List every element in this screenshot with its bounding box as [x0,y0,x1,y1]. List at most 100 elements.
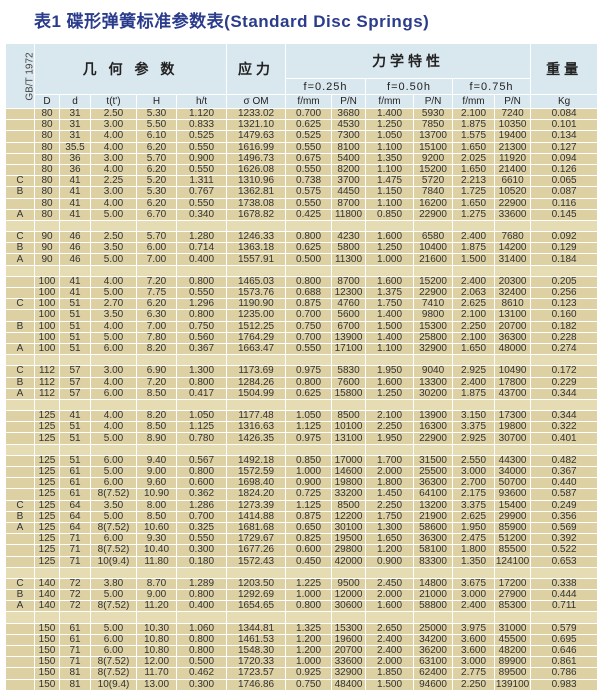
table-cell: 0.600 [285,544,333,557]
table-cell: 0.116 [530,197,599,210]
table-cell: 1273.39 [226,499,287,512]
table-cell [226,354,287,367]
table-cell: 125 [34,410,60,423]
table-cell: 1.275 [452,208,496,221]
table-cell: 14200 [494,242,532,255]
table-cell: 2.063 [452,286,496,300]
table-cell [175,354,228,367]
table-row: 100 41 5.00 7.75 0.550 1573.76 0.688 12300 1.375… [5,286,599,300]
table-cell: 0.800 [175,589,228,602]
table-cell: 6.30 [136,309,177,322]
table-cell: 1.450 [365,488,415,501]
table-cell: 1203.50 [226,577,287,591]
table-row: 150 71 6.00 10.80 0.800 1548.30 1.200 20700 2.40… [5,644,599,658]
table-cell: 140 [34,589,60,602]
table-cell: 0.550 [285,342,333,356]
table-cell: 61 [59,622,91,635]
table-cell: 14600 [331,465,367,479]
table-cell [365,398,415,412]
table-cell: 58800 [413,600,454,613]
table-cell: 9.00 [136,589,177,602]
table-cell [413,443,454,456]
table-cell: 5.70 [136,231,177,244]
table-row: 100 51 3.50 6.30 0.800 1235.00 0.700 5600 1.400 9… [5,309,599,322]
table-cell: 1.875 [452,242,496,255]
table-cell: 0.800 [285,376,333,389]
table-cell: 8.50 [136,510,177,523]
table-cell: 36300 [494,331,532,344]
table-cell: 0.800 [175,275,228,289]
table-cell: 8.90 [136,432,177,445]
disc-spring-table: GB/T 1972 几 何 参 数 应力 力学特性 重量 f=0.25h f=0… [5,43,599,691]
table-cell: 57 [59,365,91,378]
table-cell [365,219,415,233]
table-cell: 1.375 [365,286,415,300]
table-cell [175,566,228,579]
table-row: B 140 72 5.00 9.00 0.800 1292.69 1.000 12000 2.00… [5,589,599,602]
table-cell: 1.100 [365,197,415,210]
grade-cell [5,633,35,647]
table-cell [34,219,60,233]
table-cell: 3680 [331,107,367,121]
table-cell: 0.825 [285,533,333,546]
table-cell [175,443,228,456]
table-cell: 48400 [331,678,367,691]
table-cell: 25500 [413,465,454,479]
table-cell [413,566,454,579]
table-cell: 0.833 [175,119,228,132]
table-cell: 57 [59,387,91,400]
grade-cell: C [5,231,35,244]
table-cell: 2.50 [90,231,137,244]
table-cell: 15100 [413,141,454,154]
table-cell: 0.695 [530,633,599,647]
table-cell: 0.344 [530,410,599,423]
table-cell [226,443,287,456]
table-cell: 6.00 [90,644,137,658]
table-cell: 33600 [494,208,532,221]
table-cell: 5.20 [136,175,177,188]
table-cell: 9040 [413,365,454,378]
table-cell: 125 [34,499,60,512]
table-row: B 80 41 3.00 5.30 0.767 1362.81 0.575 4450 1.150 7… [5,186,599,199]
table-cell: 51 [59,432,91,445]
table-cell: 3.50 [90,309,137,322]
table-cell: 0.101 [530,119,599,132]
table-cell: 150 [34,633,60,647]
table-cell: 4.00 [90,275,137,289]
table-cell: 1363.18 [226,242,287,255]
table-cell: 2.100 [452,107,496,121]
table-cell: 1677.26 [226,544,287,557]
table-cell: 4.00 [90,410,137,423]
spacer-row [5,219,599,233]
table-cell: 31 [59,107,91,121]
table-cell [530,566,599,579]
table-cell: 1729.67 [226,533,287,546]
table-cell: 1.400 [365,309,415,322]
table-cell: 16200 [413,197,454,210]
table-cell [452,443,496,456]
table-cell: 1.296 [175,298,228,311]
table-cell [34,611,60,624]
table-cell [226,611,287,624]
table-cell: 1190.90 [226,298,287,311]
table-cell: 0.550 [175,533,228,546]
table-cell: 0.525 [175,130,228,143]
table-cell: 5.00 [90,331,137,344]
table-cell [494,354,532,367]
table-cell: 0.392 [530,533,599,546]
table-cell: 41 [59,286,91,300]
table-cell: 8(7.52) [90,656,137,669]
table-cell: 41 [59,410,91,423]
table-cell: 0.450 [285,555,333,568]
table-cell: 9.60 [136,477,177,490]
table-cell: 13700 [413,130,454,143]
table-cell: 0.550 [285,141,333,154]
table-cell: 31 [59,119,91,132]
grade-cell: A [5,208,35,221]
page-title: 表1 碟形弹簧标准参数表(Standard Disc Springs) [34,12,430,31]
table-cell [530,219,599,233]
table-cell [59,443,91,456]
table-cell: 1.200 [365,544,415,557]
table-cell: 5.00 [90,432,137,445]
table-cell: 9800 [413,309,454,322]
